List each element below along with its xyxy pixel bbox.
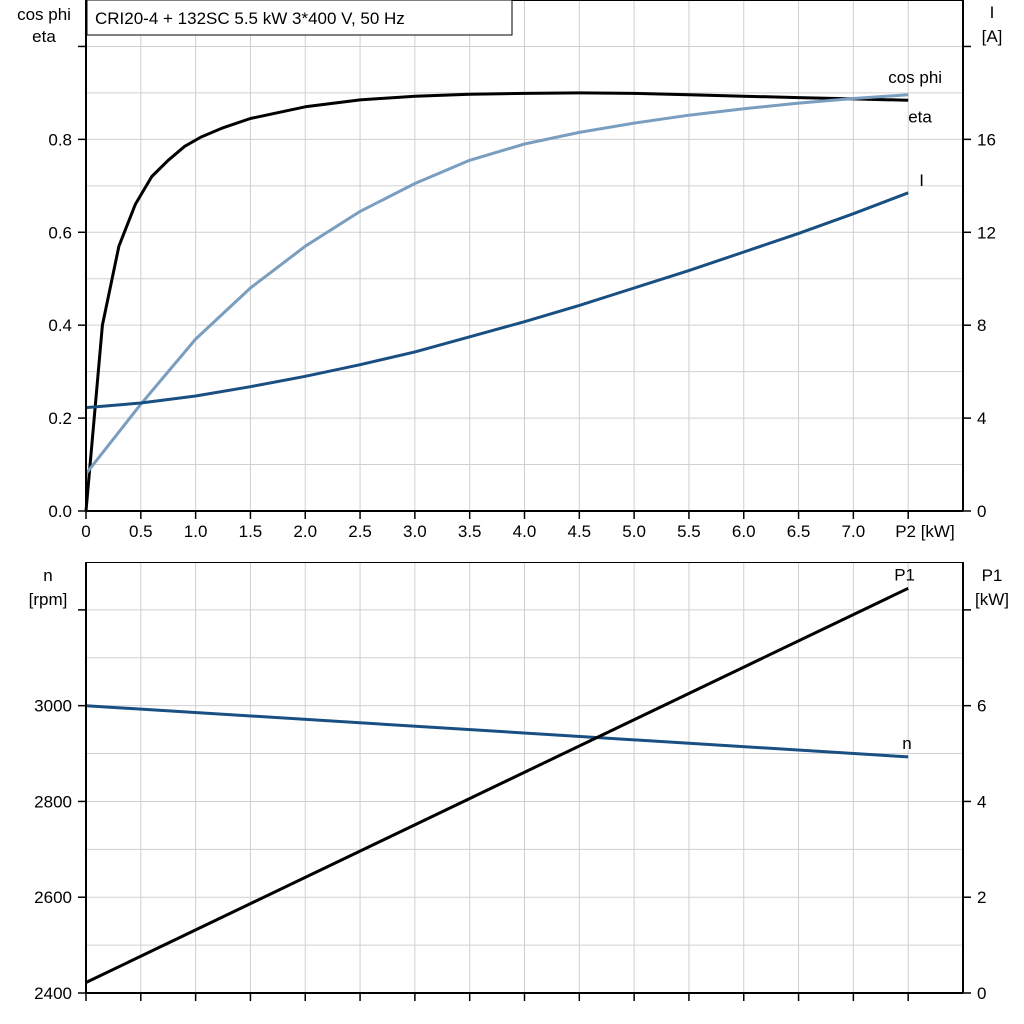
x-tick-label: 4.5	[567, 522, 591, 541]
x-tick-label: 3.0	[403, 522, 427, 541]
x-tick-label: 0	[81, 522, 90, 541]
left-tick-label: 2400	[34, 984, 72, 1003]
left-tick-label: 2800	[34, 792, 72, 811]
series-n-label: n	[902, 734, 911, 753]
left-tick-label: 0.8	[48, 130, 72, 149]
x-tick-label: 4.0	[513, 522, 537, 541]
series-p1-line	[85, 586, 909, 984]
x-axis-title: P2 [kW]	[895, 522, 955, 541]
series-p1-label: P1	[894, 565, 915, 584]
x-tick-label: 5.0	[622, 522, 646, 541]
x-tick-label: 3.5	[458, 522, 482, 541]
left-axis-title-line1: cos phi	[17, 5, 71, 24]
x-tick-label: 1.0	[184, 522, 208, 541]
right-tick-label: 2	[977, 888, 986, 907]
title-box	[86, 0, 513, 36]
x-tick-label: 2.0	[293, 522, 317, 541]
x-tick-label: 5.5	[677, 522, 701, 541]
x-tick-label: 1.5	[239, 522, 263, 541]
right-tick-label: 12	[977, 223, 996, 242]
left-axis-title-line2: eta	[32, 27, 56, 46]
x-tick-label: 0.5	[129, 522, 153, 541]
left-tick-label: 0.6	[48, 223, 72, 242]
right-axis-title-line1: I	[990, 3, 995, 22]
right-axis-title-line1: P1	[982, 566, 1003, 585]
left-tick-label: 0.2	[48, 409, 72, 428]
x-tick-label: 6.0	[732, 522, 756, 541]
x-tick-label: 2.5	[348, 522, 372, 541]
series-cos-phi-label: cos phi	[888, 68, 942, 87]
right-axis-title-line2: [A]	[982, 27, 1003, 46]
series-n-line	[85, 704, 909, 759]
left-tick-label: 2600	[34, 888, 72, 907]
series-eta-line	[84, 91, 909, 512]
right-tick-label: 0	[977, 984, 986, 1003]
series-cos-phi-line	[84, 93, 909, 475]
series-i-line	[85, 191, 909, 410]
x-tick-label: 6.5	[787, 522, 811, 541]
right-tick-label: 6	[977, 697, 986, 716]
series-i-label: I	[919, 171, 924, 190]
chart-title: CRI20-4 + 132SC 5.5 kW 3*400 V, 50 Hz	[95, 9, 405, 28]
right-tick-label: 0	[977, 502, 986, 521]
left-axis-title-line2: [rpm]	[29, 590, 68, 609]
left-axis-title-line1: n	[43, 566, 52, 585]
left-tick-label: 0.4	[48, 316, 72, 335]
right-tick-label: 16	[977, 130, 996, 149]
right-tick-label: 8	[977, 316, 986, 335]
left-tick-label: 0.0	[48, 502, 72, 521]
right-tick-label: 4	[977, 409, 986, 428]
right-axis-title-line2: [kW]	[975, 590, 1009, 609]
left-tick-label: 3000	[34, 697, 72, 716]
x-tick-label: 7.0	[842, 522, 866, 541]
right-tick-label: 4	[977, 792, 986, 811]
series-eta-label: eta	[908, 107, 932, 126]
